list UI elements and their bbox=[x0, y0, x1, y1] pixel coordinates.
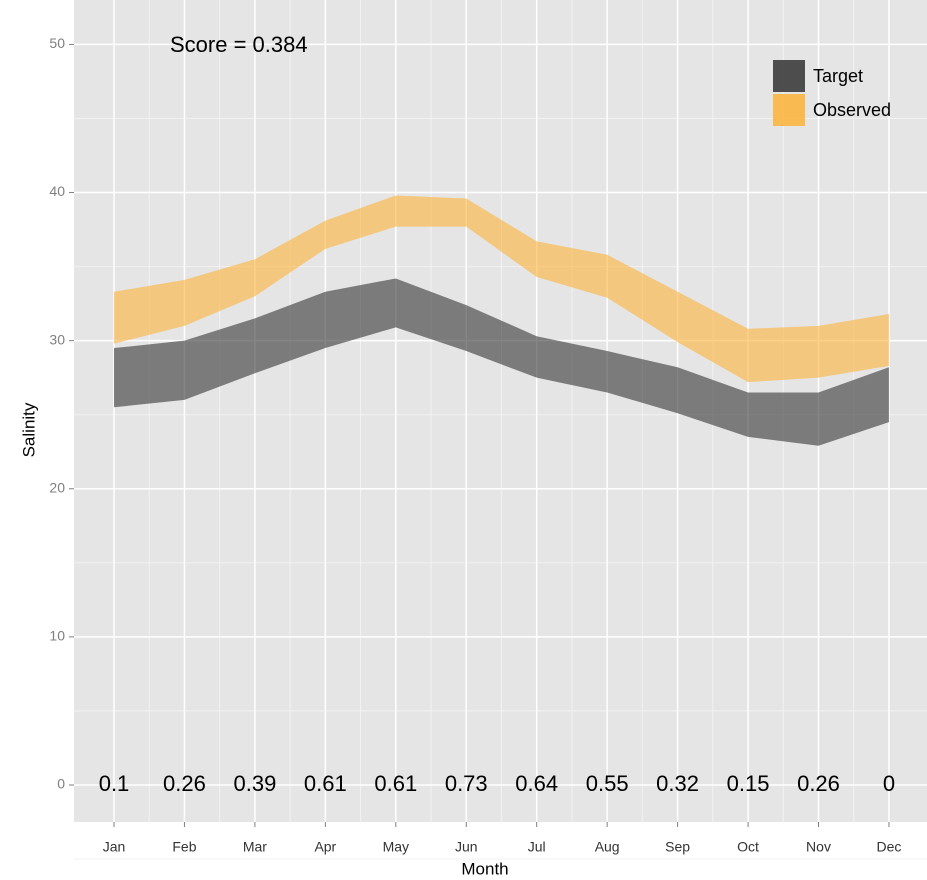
x-tick-label: Nov bbox=[806, 839, 831, 855]
legend-label: Observed bbox=[813, 100, 891, 120]
month-score: 0.61 bbox=[374, 771, 417, 796]
month-score: 0.61 bbox=[304, 771, 347, 796]
legend-label: Target bbox=[813, 66, 863, 86]
legend-key bbox=[773, 60, 805, 92]
month-score: 0.55 bbox=[586, 771, 629, 796]
y-axis-label: Salinity bbox=[19, 402, 38, 457]
ribbon bbox=[114, 195, 889, 383]
x-tick-label: Aug bbox=[595, 839, 620, 855]
month-score: 0.15 bbox=[727, 771, 770, 796]
month-score: 0.64 bbox=[515, 771, 558, 796]
y-tick-label: 30 bbox=[49, 331, 65, 347]
x-tick-label: Oct bbox=[737, 839, 759, 855]
labels: 0 10 20 30 40 50 Jan Feb Mar Apr May Jun Jul Aug Sep Oc… bbox=[49, 35, 901, 855]
month-score: 0.26 bbox=[163, 771, 206, 796]
month-score: 0.73 bbox=[445, 771, 488, 796]
month-score: 0.39 bbox=[233, 771, 276, 796]
x-tick-label: Apr bbox=[314, 839, 336, 855]
y-tick-label: 40 bbox=[49, 183, 65, 199]
x-tick-label: Jun bbox=[455, 839, 478, 855]
y-tick-label: 10 bbox=[49, 628, 65, 644]
y-tick-label: 20 bbox=[49, 479, 65, 495]
annotation: Score = 0.384 bbox=[170, 32, 308, 57]
marks bbox=[114, 195, 889, 446]
x-tick-label: Jan bbox=[103, 839, 126, 855]
x-tick-label: Sep bbox=[665, 839, 690, 855]
y-tick-label: 50 bbox=[49, 35, 65, 51]
month-score: 0.32 bbox=[656, 771, 699, 796]
x-axis-label: Month bbox=[461, 859, 508, 878]
x-tick-label: May bbox=[383, 839, 409, 855]
month-score: 0.26 bbox=[797, 771, 840, 796]
grid bbox=[74, 0, 927, 860]
legend-key bbox=[773, 94, 805, 126]
x-tick-label: Mar bbox=[243, 839, 267, 855]
month-score: 0 bbox=[883, 771, 895, 796]
ribbon bbox=[114, 278, 889, 446]
x-tick-label: Jul bbox=[528, 839, 546, 855]
y-tick-label: 0 bbox=[57, 776, 65, 792]
x-tick-label: Dec bbox=[876, 839, 901, 855]
month-score: 0.1 bbox=[99, 771, 130, 796]
x-tick-label: Feb bbox=[172, 839, 196, 855]
